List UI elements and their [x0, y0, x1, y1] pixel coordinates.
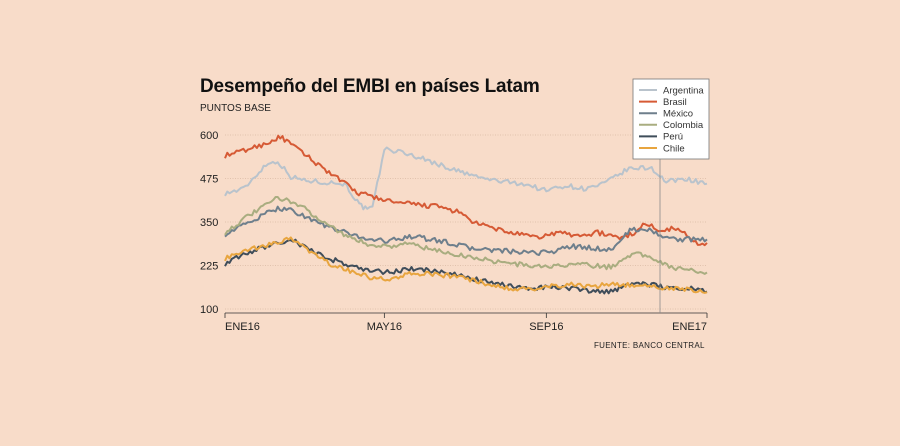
x-tick-label: MAY16: [367, 321, 402, 333]
y-tick-label: 600: [200, 130, 218, 142]
series-line-2: [224, 205, 708, 256]
x-tick-label: ENE16: [225, 321, 260, 333]
series-line-0: [224, 146, 708, 211]
series-line-1: [224, 134, 708, 247]
series-line-5: [224, 236, 708, 294]
y-tick-label: 100: [200, 304, 218, 316]
chart-subtitle: PUNTOS BASE: [200, 103, 271, 114]
source-note: FUENTE: BANCO CENTRAL: [594, 341, 705, 350]
legend-label: Colombia: [663, 120, 704, 131]
legend-label: México: [663, 109, 693, 120]
legend-label: Chile: [663, 143, 685, 154]
grid-lines: [225, 134, 707, 310]
legend-label: Argentina: [663, 85, 704, 96]
legend-box: [632, 78, 710, 160]
y-tick-label: 350: [200, 217, 218, 229]
series-line-3: [224, 196, 708, 275]
series-line-4: [224, 238, 708, 295]
chart-title: Desempeño del EMBI en países Latam: [200, 76, 540, 97]
x-axis: ENE16 MAY16 SEP16 ENE17: [224, 312, 708, 333]
y-axis: 600 475 350 225 100: [200, 130, 218, 316]
y-tick-label: 225: [200, 261, 218, 273]
series-lines: [224, 134, 708, 313]
x-tick-label: ENE17: [672, 321, 707, 333]
x-tick-label: SEP16: [529, 321, 563, 333]
legend-label: Perú: [663, 132, 683, 143]
y-tick-label: 475: [200, 174, 218, 186]
legend-label: Brasil: [663, 97, 687, 108]
